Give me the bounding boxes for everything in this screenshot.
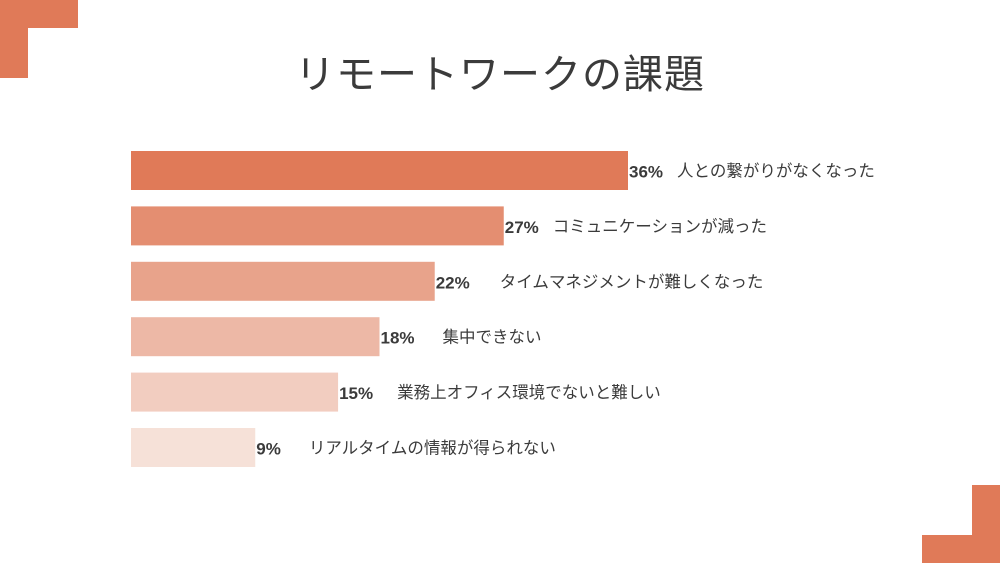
value-label-5: 15% <box>339 384 373 403</box>
category-label-3: タイムマネジメントが難しくなった <box>500 272 764 291</box>
bar-3 <box>131 261 435 301</box>
value-label-1: 36% <box>629 163 663 182</box>
corner-decoration-top-left-vertical <box>0 0 28 78</box>
value-label-6: 9% <box>256 440 281 459</box>
bar-2 <box>131 206 504 246</box>
value-label-3: 22% <box>436 273 470 292</box>
value-label-2: 27% <box>505 218 539 237</box>
bar-6 <box>131 428 256 467</box>
category-label-2: コミュニケーションが減った <box>553 217 767 236</box>
value-label-4: 18% <box>381 329 415 348</box>
category-label-5: 業務上オフィス環境でないと難しい <box>397 383 661 402</box>
bar-5 <box>131 372 339 412</box>
category-label-4: 集中できない <box>443 328 542 347</box>
bar-4 <box>131 317 380 357</box>
category-label-6: リアルタイムの情報が得られない <box>309 439 556 458</box>
corner-decoration-bottom-right-vertical <box>972 485 1000 563</box>
category-label-1: 人との繋がりがなくなった <box>677 162 875 181</box>
chart-title: リモートワークの課題 <box>295 52 705 98</box>
bar-1 <box>131 151 628 190</box>
